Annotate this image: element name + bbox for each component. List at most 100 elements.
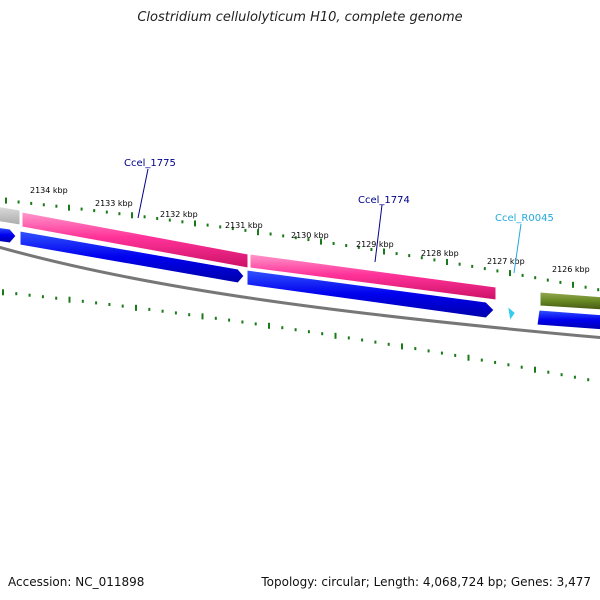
outer-tick — [131, 212, 133, 219]
feature-neighbor[interactable] — [0, 206, 21, 226]
outer-tick — [257, 229, 259, 236]
inner-tick — [254, 322, 257, 326]
outer-tick — [219, 225, 222, 229]
genome-backbone — [0, 245, 600, 340]
inner-tick — [560, 373, 563, 377]
label-leader-ccel-1774 — [374, 204, 383, 263]
inner-tick — [81, 299, 84, 303]
rna-ccel-r0045[interactable] — [507, 306, 516, 321]
inner-tick — [161, 309, 164, 313]
inner-tick — [188, 313, 191, 317]
outer-tick — [446, 259, 448, 265]
outer-tick — [509, 270, 511, 277]
inner-tick — [401, 343, 403, 350]
inner-tick — [440, 351, 443, 355]
genome-summary: Topology: circular; Length: 4,068,724 bp… — [261, 575, 591, 589]
outer-tick — [206, 223, 209, 227]
inner-tick — [268, 322, 270, 329]
outer-tick — [546, 278, 549, 282]
inner-tick — [55, 296, 58, 300]
outer-tick — [433, 258, 436, 262]
outer-tick — [320, 238, 322, 245]
inner-tick — [334, 332, 337, 339]
feature-ccel-1775-region[interactable] — [21, 211, 249, 269]
feature-ccel-1774-region[interactable] — [249, 253, 497, 301]
scale-label: 2126 kbp — [552, 265, 590, 274]
inner-tick — [454, 353, 457, 357]
cds-ccel-1774[interactable] — [246, 269, 495, 319]
outer-tick — [55, 204, 58, 208]
outer-tick — [597, 288, 600, 292]
inner-tick — [480, 358, 483, 362]
inner-tick — [281, 326, 284, 330]
outer-tick — [143, 215, 146, 219]
outer-tick — [307, 238, 310, 242]
inner-tick — [587, 378, 590, 382]
outer-tick — [194, 220, 196, 227]
feature-other[interactable] — [539, 291, 600, 311]
scale-label: 2127 kbp — [487, 257, 525, 266]
scale-labels: 2134 kbp 2133 kbp 2132 kbp 2131 kbp 2130… — [30, 186, 590, 274]
inner-tick — [121, 304, 124, 308]
inner-tick — [108, 303, 111, 306]
scale-label: 2133 kbp — [95, 199, 133, 208]
gene-label-ccel-r0045[interactable]: Ccel_R0045 — [495, 213, 554, 224]
inner-tick — [467, 354, 470, 361]
cds-reverse-1[interactable] — [0, 227, 17, 244]
accession-text: Accession: NC_011898 — [8, 575, 145, 589]
inner-tick — [135, 304, 137, 311]
scale-label: 2134 kbp — [30, 186, 68, 195]
inner-tick — [148, 307, 151, 311]
gene-label-ccel-1774[interactable]: Ccel_1774 — [358, 195, 410, 206]
forward-strand — [0, 206, 600, 311]
outer-tick — [118, 212, 121, 216]
outer-tick — [572, 281, 574, 288]
label-leader-ccel-r0045 — [513, 223, 522, 274]
inner-tick — [15, 292, 18, 296]
cds-reverse-right[interactable] — [536, 309, 600, 331]
inner-tick — [28, 293, 31, 297]
outer-tick — [168, 218, 171, 222]
inner-tick — [520, 365, 523, 369]
outer-tick — [521, 273, 524, 277]
outer-tick — [244, 228, 247, 232]
scale-label: 2132 kbp — [160, 210, 198, 219]
inner-tick — [387, 342, 390, 346]
outer-tick — [370, 248, 373, 251]
cds-ccel-1775[interactable] — [19, 230, 245, 284]
reverse-strand — [0, 227, 600, 331]
inner-tick — [41, 295, 44, 299]
scale-label: 2131 kbp — [225, 221, 263, 230]
inner-tick — [573, 375, 576, 379]
inner-tick — [507, 363, 510, 367]
inner-tick — [374, 340, 377, 344]
inner-tick — [241, 320, 244, 324]
outer-tick — [395, 252, 398, 256]
outer-tick — [383, 248, 385, 255]
gene-label-ccel-1775[interactable]: Ccel_1775 — [124, 158, 176, 169]
outer-tick — [559, 280, 562, 284]
outer-tick — [105, 210, 108, 214]
outer-tick — [93, 209, 96, 213]
inner-tick — [347, 336, 350, 340]
outer-tick — [408, 254, 411, 258]
outer-tick — [17, 200, 20, 204]
outer-tick — [534, 276, 537, 280]
outer-tick — [181, 220, 184, 224]
outer-tick — [80, 207, 83, 211]
map-title: Clostridium cellulolyticum H10, complete… — [137, 10, 463, 25]
outer-tick — [496, 269, 499, 273]
scale-label: 2128 kbp — [421, 249, 459, 258]
inner-tick — [201, 313, 204, 320]
outer-tick — [269, 232, 272, 236]
outer-tick — [483, 267, 486, 271]
outer-tick — [282, 234, 285, 238]
outer-tick — [584, 285, 587, 289]
outer-tick — [345, 244, 348, 247]
outer-tick — [42, 203, 45, 207]
inner-tick — [174, 311, 177, 315]
scale-label: 2130 kbp — [291, 231, 329, 240]
outer-tick — [5, 197, 7, 204]
outer-tick — [332, 242, 335, 245]
